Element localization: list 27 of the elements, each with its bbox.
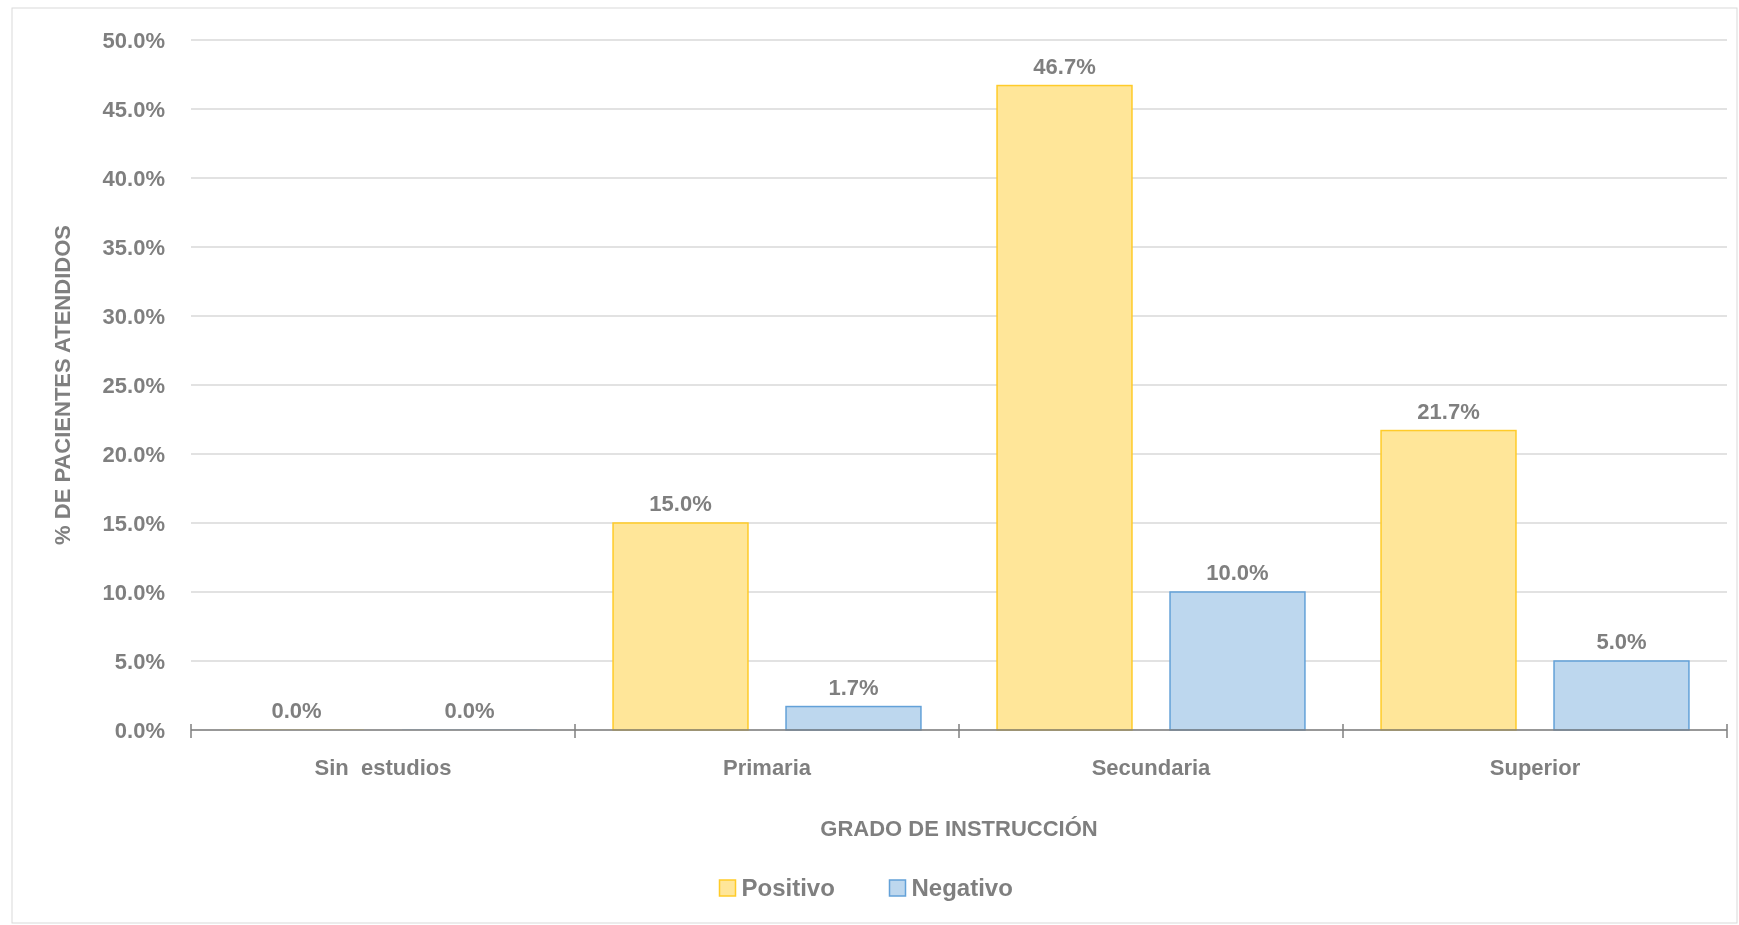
x-tick-label: Sin estudios (314, 755, 452, 780)
legend-label: Positivo (741, 874, 835, 902)
legend-label: Negativo (911, 874, 1013, 902)
data-label: 46.7% (1033, 53, 1096, 79)
y-tick-label: 10.0% (102, 579, 165, 605)
y-tick-label: 40.0% (102, 165, 165, 191)
data-label: 0.0% (271, 698, 322, 723)
data-label: 1.7% (828, 674, 879, 700)
data-label: 21.7% (1417, 398, 1480, 424)
y-tick-label: 5.0% (114, 648, 165, 674)
x-tick-label: Superior (1489, 755, 1581, 780)
y-tick-label: 30.0% (102, 303, 165, 329)
data-label: 15.0% (649, 491, 712, 516)
y-tick-label: 50.0% (102, 27, 165, 53)
x-axis-title: GRADO DE INSTRUCCIÓN (820, 816, 1098, 841)
y-tick-label: 20.0% (102, 441, 165, 467)
y-tick-label: 45.0% (102, 96, 165, 122)
y-tick-label: 0.0% (114, 717, 165, 743)
y-tick-label: 25.0% (102, 372, 165, 398)
y-tick-label: 35.0% (102, 234, 165, 260)
data-label: 5.0% (1596, 629, 1647, 654)
x-tick-label: Primaria (722, 755, 812, 780)
y-axis-title: % DE PACIENTES ATENDIDOS (50, 225, 75, 545)
data-label: 0.0% (444, 698, 495, 723)
y-tick-label: 15.0% (102, 510, 165, 536)
data-label: 10.0% (1206, 560, 1269, 585)
x-tick-label: Secundaria (1091, 755, 1212, 780)
